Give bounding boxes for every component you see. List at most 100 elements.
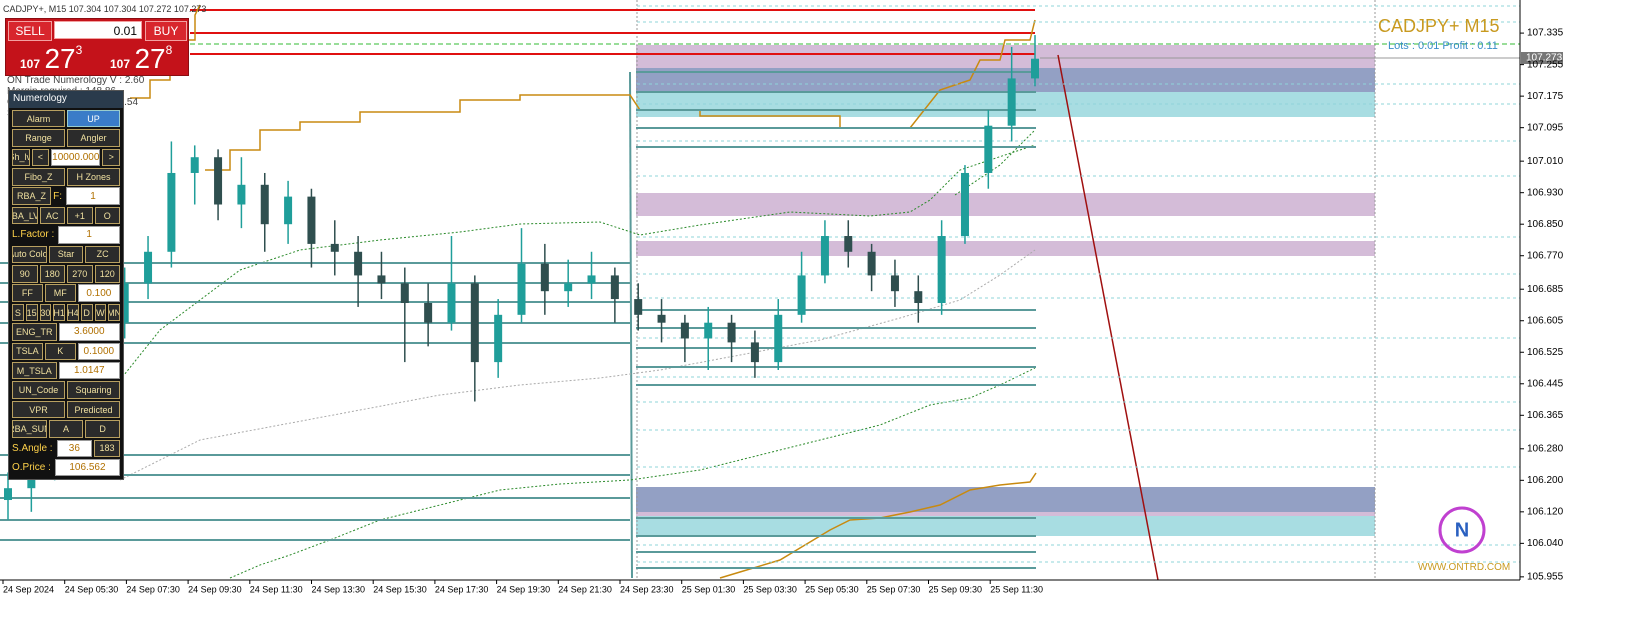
panel-button[interactable]: S [12, 303, 24, 322]
lots-profit: Lots : 0.01 Profit : 0.11 [1388, 40, 1498, 52]
panel-button[interactable]: ENG_TR [12, 323, 57, 341]
candle-body [120, 283, 129, 323]
panel-button[interactable]: D [80, 303, 93, 322]
candle-body [517, 263, 526, 315]
candle-body [727, 322, 736, 343]
x-tick-label: 25 Sep 03:30 [743, 584, 797, 594]
panel-button[interactable]: Predicted [67, 400, 120, 419]
x-tick-label: 24 Sep 13:30 [312, 584, 366, 594]
panel-input[interactable]: 1.0147 [58, 361, 120, 380]
candle-body [797, 275, 806, 315]
panel-input[interactable]: 36 [56, 439, 93, 458]
panel-input[interactable]: 106.562 [54, 458, 120, 477]
zone [636, 487, 1375, 512]
x-tick-label: 25 Sep 09:30 [929, 584, 983, 594]
panel-row: FF MF 0.100 [9, 284, 123, 302]
panel-button[interactable]: RBA_LVL [12, 206, 38, 225]
panel-input[interactable]: 3.6000 [58, 323, 120, 341]
panel-button[interactable]: UP [67, 109, 120, 128]
divider [629, 71, 633, 579]
panel-button[interactable]: 30 [39, 303, 52, 322]
panel-input[interactable]: 10000.000 [51, 148, 101, 167]
panel-button[interactable]: Fibo_Z [12, 168, 65, 186]
panel-row: Alarm UP [9, 109, 123, 128]
candle-body [844, 236, 853, 252]
panel-button[interactable]: ZC [85, 245, 121, 264]
panel-button[interactable]: 90 [12, 265, 38, 283]
panel-button[interactable]: H4 [67, 303, 79, 322]
projection-line [1057, 54, 1159, 581]
panel-button[interactable]: > [102, 148, 121, 167]
panel-button[interactable]: K [44, 342, 76, 361]
y-tick-label: 106.850 [1527, 219, 1564, 230]
x-tick-label: 24 Sep 23:30 [620, 584, 674, 594]
zone [636, 516, 1375, 536]
panel-button[interactable]: Auto Color [12, 245, 47, 264]
panel-button[interactable]: < [31, 148, 50, 167]
trend-line [229, 367, 1036, 579]
panel-button[interactable]: 270 [67, 265, 93, 283]
panel-button[interactable]: +1 [67, 206, 93, 225]
panel-button[interactable]: H1 [53, 303, 65, 322]
panel-input[interactable]: 0.100 [77, 284, 121, 302]
panel-button[interactable]: UN_Code [12, 381, 65, 399]
panel-button[interactable]: O [94, 206, 120, 225]
bid-mid: 27 [44, 43, 76, 74]
panel-row: VPR Predicted [9, 400, 123, 419]
price-tag [1521, 52, 1563, 64]
candle-body [354, 251, 363, 276]
panel-button[interactable]: AC [39, 206, 65, 225]
panel-button[interactable]: W [94, 303, 107, 322]
panel-button[interactable]: 180 [39, 265, 65, 283]
info-line: ON Trade Numerology V : 2.60 [7, 75, 145, 86]
panel-button[interactable]: 15 [25, 303, 38, 322]
symbol-header: CADJPY+, M15 107.304 107.304 107.272 107… [3, 4, 207, 14]
y-tick-label: 106.040 [1527, 538, 1564, 549]
candle-body [494, 314, 503, 363]
sell-button[interactable]: SELL [8, 21, 52, 41]
x-tick-label: 25 Sep 07:30 [867, 584, 921, 594]
panel-button[interactable]: Squaring [67, 381, 120, 399]
symbol-title: CADJPY+ M15 [1378, 16, 1500, 36]
panel-row: L.Factor :1 [9, 226, 123, 244]
panel-button[interactable]: 120 [94, 265, 120, 283]
panel-button[interactable]: FF [12, 284, 43, 302]
candle-body [27, 472, 36, 489]
candle-body [634, 299, 643, 315]
panel-button[interactable]: RBA_SUN [12, 420, 47, 438]
candle-body [330, 243, 339, 252]
panel-button[interactable]: 183 [94, 439, 120, 458]
x-tick-label: 24 Sep 17:30 [435, 584, 489, 594]
x-tick-label: 24 Sep 09:30 [188, 584, 242, 594]
panel-button[interactable]: D [85, 420, 121, 438]
panel-input[interactable]: 0.1000 [77, 342, 121, 361]
panel-button[interactable]: VPR [12, 400, 65, 419]
panel-button[interactable]: Sh_lvl [12, 148, 30, 167]
y-tick-label: 106.605 [1527, 315, 1564, 326]
candle-body [260, 184, 269, 225]
candle-body [680, 322, 689, 339]
panel-button[interactable]: Star [48, 245, 84, 264]
lot-input[interactable]: 0.01 [54, 21, 142, 39]
panel-row: S1530H1H4DWMN [9, 303, 123, 322]
y-tick-label: 106.200 [1527, 475, 1564, 486]
panel-label: S.Angle : [12, 442, 53, 454]
panel-button[interactable]: Alarm [12, 109, 65, 128]
panel-button[interactable]: A [48, 420, 84, 438]
panel-button[interactable]: TSLA [12, 342, 43, 361]
panel-button[interactable]: MN [108, 303, 120, 322]
panel-button[interactable]: RBA_Z [12, 187, 52, 205]
x-tick-label: 25 Sep 05:30 [805, 584, 859, 594]
panel-input[interactable]: 1 [66, 187, 120, 205]
logo [1438, 506, 1486, 554]
zone [636, 193, 1375, 216]
panel-button[interactable]: Range [12, 129, 65, 147]
panel-input[interactable]: 1 [58, 226, 120, 244]
panel-button[interactable]: MF [44, 284, 76, 302]
buy-button[interactable]: BUY [145, 21, 187, 41]
panel-button[interactable]: Angler [67, 129, 120, 147]
panel-button[interactable]: M_TSLA [12, 361, 57, 380]
panel-button[interactable]: H Zones [67, 168, 120, 186]
